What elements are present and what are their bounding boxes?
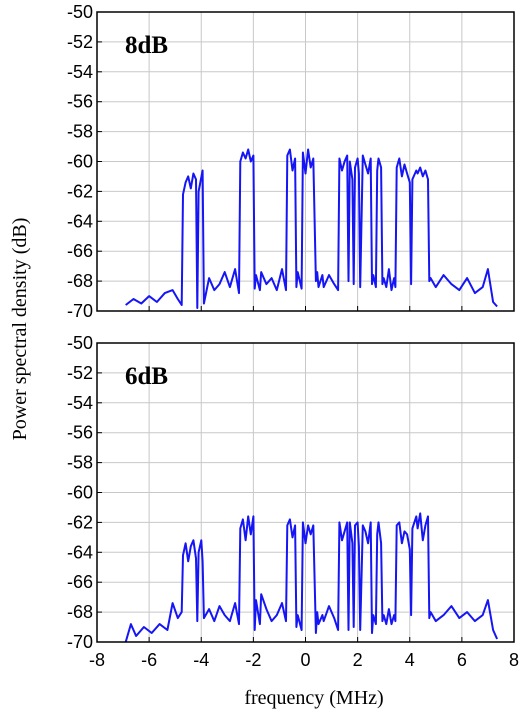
y-tick-label: -64: [67, 542, 93, 562]
x-tick-label: -2: [245, 650, 261, 670]
y-tick-label: -66: [67, 241, 93, 261]
y-tick-label: -70: [67, 632, 93, 652]
panel-8db: -50 -52 -54 -56 -58 -60 -62 -64 -66 -68 -70 8dB: [67, 2, 515, 321]
x-tick-label: -6: [141, 650, 157, 670]
y-tick-label: -50: [67, 333, 93, 353]
y-tick-label: -68: [67, 271, 93, 291]
y-tick-label: -54: [67, 393, 93, 413]
x-tick-label: 4: [405, 650, 415, 670]
y-tick-label: -68: [67, 602, 93, 622]
x-tick-label: 0: [300, 650, 310, 670]
y-tick-label: -60: [67, 483, 93, 503]
y-tick-label: -52: [67, 32, 93, 52]
x-tick-label: -4: [193, 650, 209, 670]
y-tick-label: -62: [67, 512, 93, 532]
x-tick-label: 6: [457, 650, 467, 670]
x-tick-label: 8: [509, 650, 519, 670]
panel-label: 8dB: [125, 32, 168, 59]
x-axis-label: frequency (MHz): [244, 687, 383, 709]
y-tick-label: -54: [67, 62, 93, 82]
psd-trace: [124, 512, 499, 643]
psd-trace: [125, 148, 498, 309]
y-tick-label: -52: [67, 363, 93, 383]
panel-6db: -50 -52 -54 -56 -58 -60 -62 -64 -66 -68 -70-8 -6 -4 -…: [67, 333, 519, 670]
y-tick-label: -60: [67, 152, 93, 172]
y-tick-label: -58: [67, 453, 93, 473]
y-tick-label: -50: [67, 2, 93, 22]
y-tick-label: -62: [67, 181, 93, 201]
x-tick-label: 2: [353, 650, 363, 670]
y-tick-label: -64: [67, 211, 93, 231]
panel-label: 6dB: [125, 363, 168, 390]
y-tick-label: -56: [67, 92, 93, 112]
y-axis-label: Power spectral density (dB): [9, 218, 31, 441]
x-tick-label: -8: [89, 650, 105, 670]
y-tick-label: -70: [67, 301, 93, 321]
y-tick-label: -58: [67, 122, 93, 142]
y-tick-label: -56: [67, 423, 93, 443]
y-tick-label: -66: [67, 572, 93, 592]
